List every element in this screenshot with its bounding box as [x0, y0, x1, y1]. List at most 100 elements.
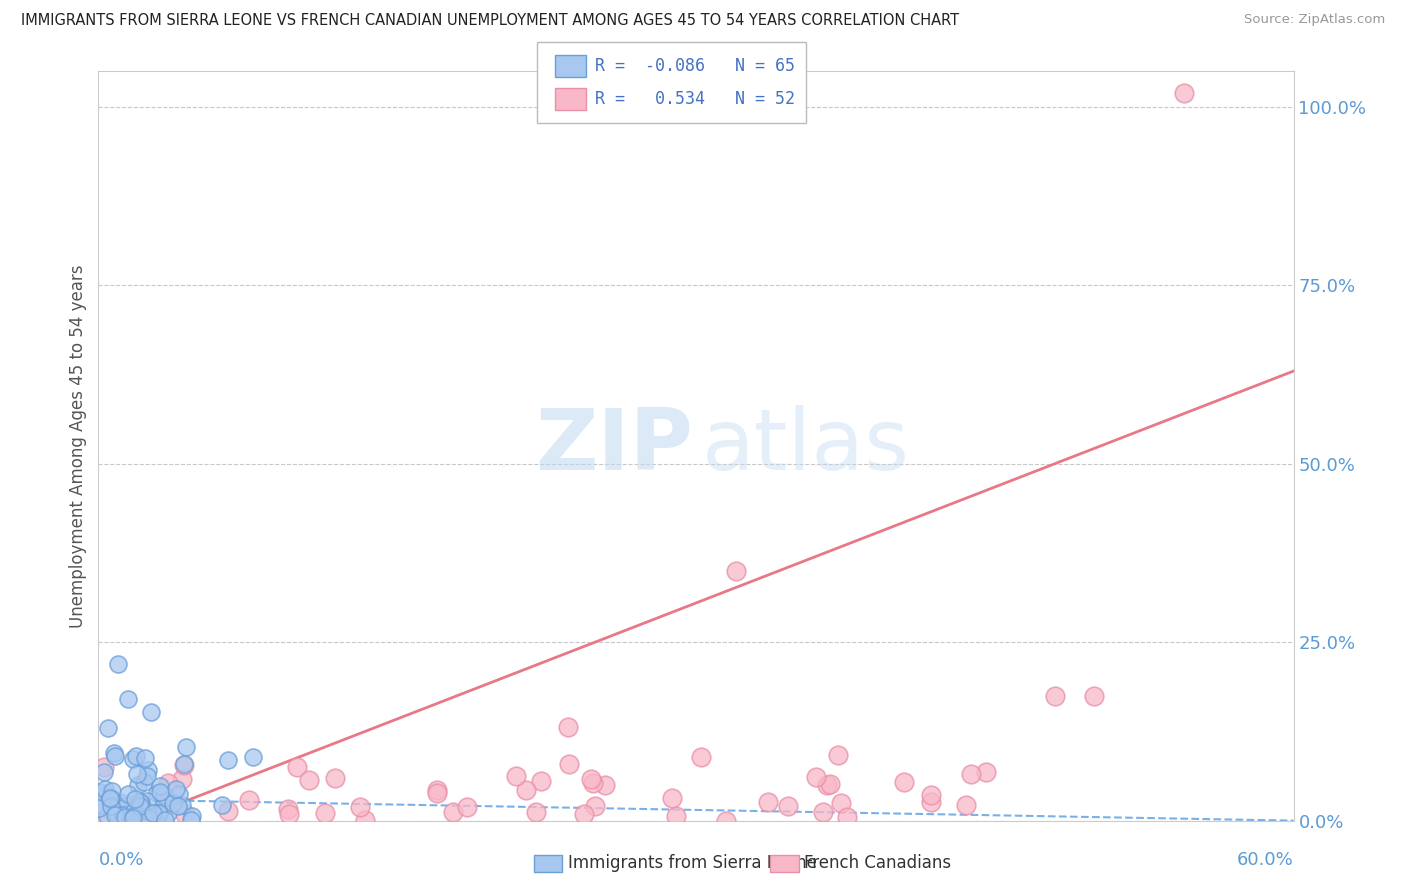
Point [90, 797, 112, 812]
Point [93, 760, 115, 774]
Point [146, 786, 169, 800]
Point [115, 807, 138, 822]
Point [426, 782, 449, 797]
Point [121, 811, 143, 825]
Text: Immigrants from Sierra Leone: Immigrants from Sierra Leone [568, 855, 817, 872]
Point [135, 804, 157, 818]
Point [815, 778, 838, 792]
Point [217, 753, 239, 767]
Point [115, 802, 138, 816]
Point [242, 750, 264, 764]
Point [162, 796, 184, 810]
Point [129, 805, 152, 819]
Point [170, 797, 193, 812]
Point [180, 809, 202, 823]
Point [152, 788, 174, 802]
Point [122, 752, 145, 766]
Point [167, 787, 190, 801]
Point [148, 805, 170, 820]
Point [574, 806, 596, 821]
Point [97, 721, 120, 735]
Point [146, 805, 169, 820]
Point [127, 778, 149, 792]
Point [139, 706, 162, 720]
Point [238, 793, 260, 807]
Point [136, 769, 159, 783]
Text: Source: ZipAtlas.com: Source: ZipAtlas.com [1244, 13, 1385, 27]
Text: atlas: atlas [702, 404, 910, 488]
Point [505, 769, 527, 783]
Point [920, 795, 942, 809]
Text: R =  -0.086   N = 65: R = -0.086 N = 65 [595, 57, 794, 75]
Point [87, 801, 110, 815]
Point [582, 776, 605, 790]
Point [100, 791, 122, 805]
Point [157, 806, 180, 821]
Point [960, 767, 983, 781]
Point [93, 764, 115, 779]
Point [441, 805, 464, 819]
Point [122, 797, 145, 811]
Point [173, 758, 195, 772]
Point [579, 772, 602, 786]
Point [595, 779, 617, 793]
Point [101, 784, 124, 798]
Point [165, 782, 187, 797]
Point [125, 748, 148, 763]
Point [920, 788, 942, 802]
Point [349, 800, 371, 814]
Point [155, 814, 177, 828]
Point [100, 799, 122, 814]
Point [893, 774, 915, 789]
Point [148, 780, 170, 794]
Point [93, 782, 115, 797]
Point [1173, 86, 1195, 100]
Point [94, 787, 117, 801]
Point [756, 795, 779, 809]
Point [114, 810, 136, 824]
Point [515, 783, 537, 797]
Text: IMMIGRANTS FROM SIERRA LEONE VS FRENCH CANADIAN UNEMPLOYMENT AMONG AGES 45 TO 54: IMMIGRANTS FROM SIERRA LEONE VS FRENCH C… [21, 13, 959, 29]
Point [89, 785, 111, 799]
Point [558, 757, 581, 772]
Point [661, 791, 683, 805]
Text: French Canadians: French Canadians [804, 855, 952, 872]
Point [122, 804, 145, 818]
Point [98, 791, 121, 805]
Point [724, 564, 747, 578]
Point [830, 796, 852, 810]
Point [456, 800, 478, 814]
Point [211, 798, 233, 813]
Point [827, 748, 849, 763]
Text: R =   0.534   N = 52: R = 0.534 N = 52 [595, 90, 794, 108]
Point [818, 777, 841, 791]
Point [583, 798, 606, 813]
Point [778, 799, 800, 814]
Point [354, 813, 377, 827]
Point [135, 794, 157, 808]
Point [111, 807, 134, 822]
Point [117, 692, 139, 706]
Point [314, 806, 336, 821]
Point [93, 811, 115, 825]
Point [217, 805, 239, 819]
Point [277, 802, 299, 816]
Point [118, 812, 141, 826]
Point [136, 763, 159, 777]
Point [172, 772, 194, 786]
Point [104, 749, 127, 764]
Point [176, 739, 198, 754]
Point [714, 814, 737, 828]
Point [811, 805, 834, 820]
Point [173, 757, 195, 772]
Y-axis label: Unemployment Among Ages 45 to 54 years: Unemployment Among Ages 45 to 54 years [69, 264, 87, 628]
Point [96, 808, 118, 822]
Point [104, 808, 127, 822]
Point [149, 785, 172, 799]
Point [148, 806, 170, 821]
Point [125, 767, 148, 781]
Point [108, 795, 131, 809]
Point [426, 786, 449, 800]
Point [167, 798, 190, 813]
Point [285, 760, 308, 774]
